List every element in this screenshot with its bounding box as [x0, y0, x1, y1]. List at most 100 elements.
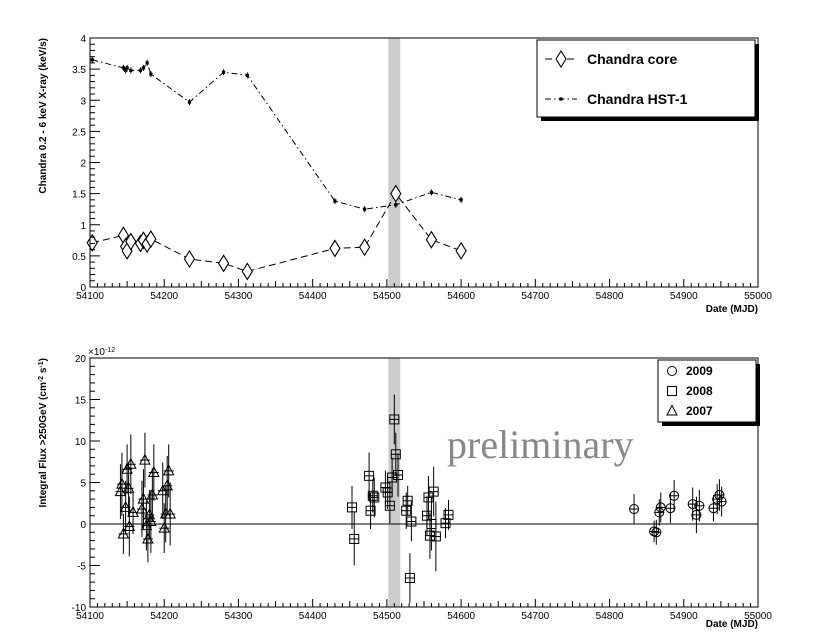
chandra-hst1-point	[429, 190, 434, 194]
legend-2008-label: 2008	[686, 384, 713, 398]
chandra-hst1-point	[459, 198, 463, 202]
flux-2008-point	[401, 505, 412, 516]
flux-2007-point	[136, 502, 148, 514]
bottom-y-tick-label: 10	[75, 437, 87, 448]
bottom-x-axis-label: Date (MJD)	[706, 619, 758, 630]
top-x-tick-label: 55000	[744, 291, 772, 302]
bottom-x-tick-label: 55000	[744, 611, 772, 622]
flux-2007-point	[162, 464, 175, 476]
top-y-tick-label: 3.5	[72, 65, 86, 76]
flux-2007-point	[137, 492, 150, 504]
flux-2007-point	[161, 479, 174, 491]
flux-2007-point	[116, 477, 128, 489]
top-x-tick-label: 54900	[670, 291, 698, 302]
flux-2009-point	[708, 503, 719, 514]
bottom-y-tick-label: 0	[80, 520, 86, 531]
top-y-tick-label: 0.5	[72, 252, 86, 263]
flux-2009-point	[691, 509, 702, 520]
flux-2008-point	[426, 519, 437, 529]
top-y-tick-label: 1.5	[72, 190, 86, 201]
flux-2008-point	[393, 470, 404, 481]
top-y-tick-label: 4	[80, 34, 86, 45]
legend-2007-label: 2007	[686, 404, 713, 418]
flux-2008-point	[384, 500, 395, 511]
flux-2008-point	[423, 492, 434, 503]
flux-2008-point	[369, 492, 380, 503]
chandra-hst1-point	[145, 61, 149, 65]
legend-2007-triangle	[666, 404, 678, 416]
flux-2007-point	[139, 453, 151, 465]
bottom-y-tick-label: 15	[75, 396, 87, 407]
legend-hst1-dot	[559, 97, 563, 101]
chandra-core-point	[217, 254, 230, 273]
bottom-legend-box	[657, 359, 757, 423]
chandra-core-point	[125, 232, 137, 251]
flux-2007-point	[158, 521, 171, 533]
bottom-x-tick-label: 54300	[225, 611, 253, 622]
flux-2009-point	[716, 496, 727, 507]
bottom-x-tick-label: 54400	[299, 611, 327, 622]
chandra-core-point	[425, 230, 438, 249]
top-y-axis-label: Chandra 0.2 - 6 keV X-ray (keV/s)	[38, 38, 49, 194]
bottom-x-tick-label: 54900	[670, 611, 698, 622]
flux-2008-point	[389, 414, 400, 425]
legend-chandra-core-symbol	[545, 49, 577, 69]
flux-2008-point	[440, 518, 451, 529]
y-exponent-power: -12	[105, 347, 115, 354]
flux-2007-point	[114, 485, 127, 497]
chandra-hst1-point	[125, 66, 129, 70]
top-shaded-band	[388, 38, 401, 287]
legend-core-diamond	[555, 49, 567, 69]
bottom-x-tick-label: 54700	[521, 611, 549, 622]
chandra-hst1-point	[245, 73, 249, 77]
flux-2007-point	[145, 514, 157, 527]
flux-2008-point	[406, 516, 417, 527]
top-x-tick-label: 54500	[373, 291, 401, 302]
top-chart: 54100 54200 54300 54400 54500 54600 54700 54800…	[38, 34, 772, 315]
chandra-hst1-point	[187, 100, 192, 104]
flux-2008-point	[404, 572, 415, 583]
y-exponent-label: ×10-12	[88, 347, 115, 359]
flux-2009-point	[687, 499, 698, 510]
chandra-hst1-point	[333, 199, 337, 203]
chandra-hst1-point	[394, 203, 398, 207]
chandra-hst1-point	[149, 72, 153, 76]
bottom-chart: 54100 54200 54300 54400 54500 54600 54700 54800…	[38, 347, 773, 631]
top-x-tick-label: 54700	[521, 291, 549, 302]
legend-chandra-hst1-label: Chandra HST-1	[587, 91, 688, 107]
bottom-y-tick-label: 20	[75, 354, 87, 365]
top-legend-box	[536, 39, 756, 118]
flux-2009-point	[654, 507, 665, 518]
top-y-tick-label: 3	[80, 96, 86, 107]
legend-2008-square	[667, 386, 677, 396]
top-x-tick-label: 54800	[596, 291, 624, 302]
flux-2007-point	[164, 507, 176, 519]
flux-2007-point	[117, 527, 130, 539]
flux-2009-point	[665, 503, 676, 514]
flux-2008-point	[347, 502, 358, 513]
top-y-tick-label: 2.5	[72, 127, 86, 138]
flux-2008-point	[390, 449, 401, 460]
flux-2008-point	[382, 487, 393, 498]
flux-2009-point	[669, 490, 680, 501]
flux-2009-point	[694, 500, 705, 511]
top-x-tick-label: 54300	[225, 291, 253, 302]
flux-2007-point	[122, 481, 135, 493]
flux-2008-point	[430, 531, 441, 542]
chandra-hst1-point	[363, 207, 367, 211]
flux-2007-point	[146, 488, 159, 500]
flux-2007-point	[140, 519, 153, 531]
flux-2007-point	[127, 505, 139, 517]
chandra-hst1-point	[129, 68, 133, 72]
flux-2008-point	[424, 530, 435, 541]
bottom-x-tick-label: 54800	[596, 611, 624, 622]
ylabel-sup1: -2	[38, 376, 45, 382]
flux-2008-point	[367, 490, 378, 501]
chandra-hst1-point	[121, 66, 125, 70]
chandra-core-point	[390, 184, 402, 203]
ylabel-sup2: -1	[38, 361, 45, 367]
preliminary-annotation: preliminary	[447, 422, 634, 467]
chandra-hst1-point	[90, 58, 94, 62]
flux-2008-point	[349, 533, 360, 544]
